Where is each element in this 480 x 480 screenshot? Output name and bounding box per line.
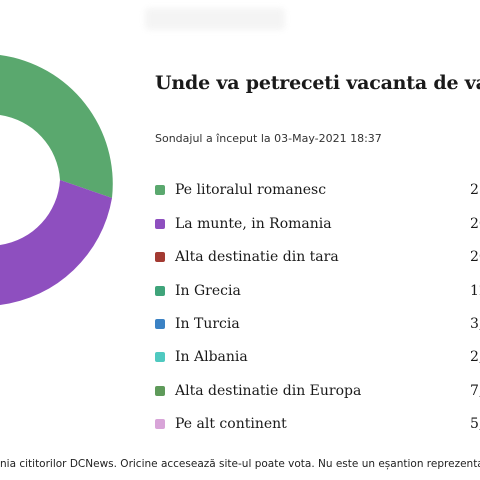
option-label: Alta destinatie din Europa: [175, 383, 362, 399]
legend-swatch: [155, 286, 165, 296]
legend-swatch: [155, 185, 165, 195]
poll-option-turcia[interactable]: In Turcia 3,: [155, 312, 480, 336]
option-label: Pe alt continent: [175, 416, 287, 432]
donut-chart: [0, 55, 113, 305]
option-label: In Albania: [175, 349, 248, 365]
option-value: 2,: [470, 349, 480, 365]
option-value: 12: [470, 283, 480, 299]
option-value: 20: [470, 249, 480, 265]
option-label: In Turcia: [175, 316, 240, 332]
legend-swatch: [155, 319, 165, 329]
option-value: 3,: [470, 316, 480, 332]
legend-swatch: [155, 252, 165, 262]
option-label: Alta destinatie din tara: [175, 249, 339, 265]
poll-option-europa[interactable]: Alta destinatie din Europa 7,: [155, 379, 480, 403]
option-value: 20: [470, 216, 480, 232]
blurred-header-text: [145, 8, 285, 30]
option-label: La munte, in Romania: [175, 216, 332, 232]
option-label: Pe litoralul romanesc: [175, 182, 327, 198]
poll-option-albania[interactable]: In Albania 2,: [155, 345, 480, 369]
poll-option-munte[interactable]: La munte, in Romania 20: [155, 212, 480, 236]
legend-swatch: [155, 219, 165, 229]
option-value: 27: [470, 182, 480, 198]
option-label: In Grecia: [175, 283, 241, 299]
poll-option-alta-tara[interactable]: Alta destinatie din tara 20: [155, 245, 480, 269]
donut-slice-litoral: [0, 55, 113, 198]
option-value: 7,: [470, 383, 480, 399]
legend-swatch: [155, 386, 165, 396]
poll-option-litoral[interactable]: Pe litoralul romanesc 27: [155, 178, 480, 202]
poll-option-grecia[interactable]: In Grecia 12: [155, 279, 480, 303]
donut-slice-munte: [0, 180, 112, 305]
donut-hole: [0, 133, 52, 237]
poll-disclaimer: nia cititorilor DCNews. Oricine acceseaz…: [0, 458, 480, 470]
legend-swatch: [155, 419, 165, 429]
legend-swatch: [155, 352, 165, 362]
poll-option-alt-continent[interactable]: Pe alt continent 5,: [155, 412, 480, 436]
poll-title: Unde va petreceti vacanta de va: [155, 72, 480, 94]
poll-start-date: Sondajul a început la 03-May-2021 18:37: [155, 132, 382, 145]
option-value: 5,: [470, 416, 480, 432]
